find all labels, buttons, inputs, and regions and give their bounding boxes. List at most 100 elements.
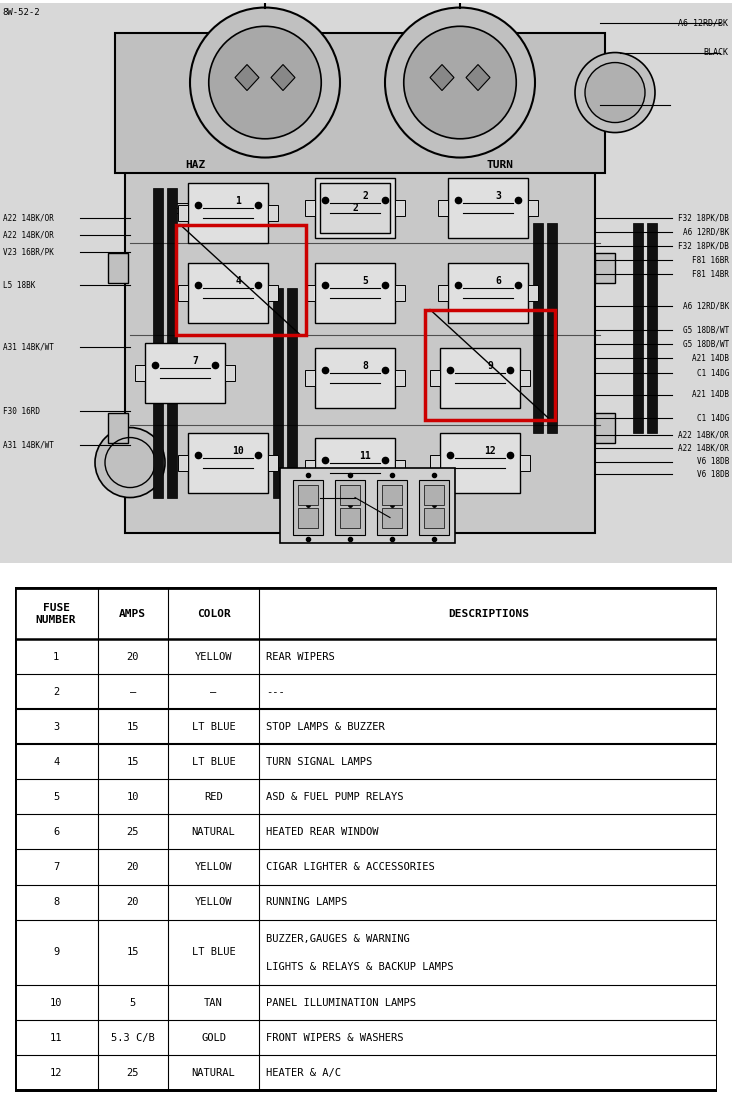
Bar xyxy=(647,223,657,432)
Bar xyxy=(448,177,528,237)
Bar xyxy=(633,223,643,432)
Text: 8: 8 xyxy=(362,360,368,370)
Text: NATURAL: NATURAL xyxy=(192,827,236,837)
Bar xyxy=(424,484,444,504)
Bar xyxy=(395,199,405,216)
Text: BLACK: BLACK xyxy=(703,48,728,57)
Text: YELLOW: YELLOW xyxy=(195,652,232,661)
Polygon shape xyxy=(235,64,259,91)
Text: A6 12RD/BK: A6 12RD/BK xyxy=(683,301,729,310)
Text: A6 12RD/BK: A6 12RD/BK xyxy=(683,227,729,237)
Text: 1: 1 xyxy=(53,652,59,661)
Text: RUNNING LAMPS: RUNNING LAMPS xyxy=(266,897,348,907)
Text: AMPS: AMPS xyxy=(119,608,146,618)
Text: 2: 2 xyxy=(362,191,368,201)
Text: REAR WIPERS: REAR WIPERS xyxy=(266,652,335,661)
Text: 5: 5 xyxy=(362,276,368,286)
Bar xyxy=(108,253,128,283)
Text: F32 18PK/DB: F32 18PK/DB xyxy=(678,242,729,250)
Bar xyxy=(528,285,538,300)
Text: FUSE
NUMBER: FUSE NUMBER xyxy=(36,603,76,625)
Text: 15: 15 xyxy=(127,947,139,957)
Bar xyxy=(188,183,268,243)
Circle shape xyxy=(385,8,535,157)
Text: 2: 2 xyxy=(53,687,59,697)
Text: 20: 20 xyxy=(127,897,139,907)
Text: 9: 9 xyxy=(487,360,493,370)
Bar xyxy=(268,285,278,300)
Text: A22 14BK/OR: A22 14BK/OR xyxy=(678,443,729,452)
Text: A31 14BK/WT: A31 14BK/WT xyxy=(3,342,54,351)
Text: 3: 3 xyxy=(53,722,59,732)
Bar xyxy=(382,507,402,527)
Text: C1 14DG: C1 14DG xyxy=(697,369,729,378)
Text: FRONT WIPERS & WASHERS: FRONT WIPERS & WASHERS xyxy=(266,1033,404,1043)
Text: TAN: TAN xyxy=(204,997,223,1008)
Text: DESCRIPTIONS: DESCRIPTIONS xyxy=(448,608,529,618)
Text: 6: 6 xyxy=(53,827,59,837)
Text: V6 18DB: V6 18DB xyxy=(697,470,729,479)
Text: 7: 7 xyxy=(53,862,59,872)
Text: L5 18BK: L5 18BK xyxy=(3,280,35,290)
Bar xyxy=(280,468,455,543)
Text: HAZ: HAZ xyxy=(185,160,205,170)
Bar xyxy=(178,454,188,471)
Bar xyxy=(438,199,448,216)
Text: ASD & FUEL PUMP RELAYS: ASD & FUEL PUMP RELAYS xyxy=(266,792,404,802)
Text: LT BLUE: LT BLUE xyxy=(192,722,236,732)
Bar xyxy=(320,183,390,233)
Bar xyxy=(315,348,395,408)
Bar xyxy=(595,253,615,283)
Text: 3: 3 xyxy=(495,191,501,201)
Text: 12: 12 xyxy=(50,1068,62,1078)
Bar xyxy=(430,454,440,471)
Bar xyxy=(440,348,520,408)
Bar xyxy=(305,370,315,386)
Text: 6: 6 xyxy=(495,276,501,286)
Text: 25: 25 xyxy=(127,1068,139,1078)
Bar xyxy=(305,460,315,475)
Bar xyxy=(188,432,268,493)
Text: V6 18DB: V6 18DB xyxy=(697,458,729,466)
Bar xyxy=(448,263,528,322)
Bar xyxy=(305,199,315,216)
Polygon shape xyxy=(271,64,295,91)
Bar xyxy=(315,438,395,497)
Bar xyxy=(287,288,297,497)
Text: ---: --- xyxy=(266,687,285,697)
Text: YELLOW: YELLOW xyxy=(195,862,232,872)
Text: F32 18PK/DB: F32 18PK/DB xyxy=(678,214,729,223)
Circle shape xyxy=(575,52,655,133)
Text: C1 14DG: C1 14DG xyxy=(697,413,729,422)
Text: A22 14BK/OR: A22 14BK/OR xyxy=(3,214,54,223)
Text: 25: 25 xyxy=(127,827,139,837)
Bar xyxy=(178,285,188,300)
Text: PANEL ILLUMINATION LAMPS: PANEL ILLUMINATION LAMPS xyxy=(266,997,417,1008)
Polygon shape xyxy=(430,64,454,91)
Text: TURN SIGNAL LAMPS: TURN SIGNAL LAMPS xyxy=(266,757,373,767)
Polygon shape xyxy=(466,64,490,91)
Bar xyxy=(135,365,145,380)
Bar xyxy=(268,205,278,220)
Bar xyxy=(145,342,225,402)
Text: 10: 10 xyxy=(50,997,62,1008)
Text: LT BLUE: LT BLUE xyxy=(192,757,236,767)
Bar xyxy=(108,412,128,442)
Text: 5.3 C/B: 5.3 C/B xyxy=(111,1033,154,1043)
Bar xyxy=(438,285,448,300)
Bar xyxy=(188,263,268,322)
Bar xyxy=(293,480,323,534)
Bar xyxy=(340,507,360,527)
Text: —: — xyxy=(130,687,136,697)
Bar xyxy=(520,454,530,471)
Bar xyxy=(340,484,360,504)
Bar xyxy=(298,507,318,527)
Text: 5: 5 xyxy=(53,792,59,802)
Text: 15: 15 xyxy=(127,757,139,767)
Bar xyxy=(176,225,306,335)
Text: 10: 10 xyxy=(127,792,139,802)
Bar xyxy=(315,263,395,322)
Text: 9: 9 xyxy=(53,947,59,957)
Text: —: — xyxy=(210,687,217,697)
Text: CIGAR LIGHTER & ACCESSORIES: CIGAR LIGHTER & ACCESSORIES xyxy=(266,862,435,872)
